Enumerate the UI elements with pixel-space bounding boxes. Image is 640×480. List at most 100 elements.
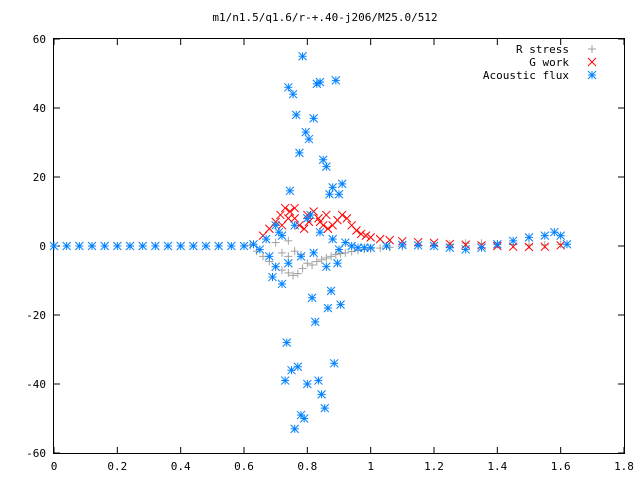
data-point: [49, 241, 59, 251]
data-point: [304, 134, 314, 144]
data-point: [277, 279, 287, 289]
data-point: [334, 189, 344, 199]
data-point: [214, 241, 224, 251]
data-point: [296, 251, 306, 261]
data-point: [397, 240, 407, 250]
data-point: [325, 189, 334, 199]
x-tick-label: 1: [367, 460, 374, 473]
data-point: [366, 233, 376, 242]
x-tick-label: 1.4: [487, 460, 507, 473]
data-point: [317, 255, 326, 264]
data-point: [288, 89, 298, 99]
x-tick-label: 1.6: [551, 460, 571, 473]
data-point: [376, 244, 385, 253]
data-point: [445, 243, 455, 253]
data-point: [271, 238, 280, 247]
data-point: [331, 76, 341, 85]
series-layer: [49, 51, 572, 434]
data-point: [413, 240, 423, 250]
data-point: [352, 226, 361, 235]
data-point: [293, 362, 303, 372]
data-point: [282, 338, 292, 347]
data-point: [295, 148, 304, 158]
data-point: [291, 110, 301, 120]
data-point: [336, 300, 345, 310]
data-point: [276, 210, 285, 220]
x-tick-label: 0.2: [107, 460, 127, 473]
chart-title: m1/n1.5/q1.6/r-+.40-j206/M25.0/512: [212, 11, 437, 24]
data-point: [315, 227, 325, 237]
data-point: [285, 207, 295, 216]
x-tick-label: 0: [51, 460, 58, 473]
data-point: [302, 214, 312, 223]
data-point: [337, 179, 347, 189]
legend-label: G work: [529, 56, 569, 69]
data-point: [327, 252, 336, 261]
axes-layer: 0 0.2 0.4 0.6 0.8 1 1.2 1.4 1.6 1.8 -60 -40 -20 0 20 40…: [26, 33, 634, 473]
data-point: [562, 239, 572, 249]
data-point: [293, 269, 302, 278]
data-point: [333, 258, 342, 268]
y-tick-label: 0: [39, 240, 46, 253]
data-point: [337, 210, 347, 220]
data-point: [303, 259, 312, 268]
data-point: [125, 241, 135, 251]
y-tick-label: 60: [33, 33, 46, 46]
data-point: [299, 414, 309, 423]
data-point: [301, 127, 311, 137]
data-point: [289, 271, 298, 280]
data-point: [285, 186, 295, 196]
data-point: [74, 241, 84, 251]
data-point: [290, 424, 300, 434]
data-point: [138, 241, 148, 251]
data-point: [277, 231, 287, 241]
data-point: [249, 239, 258, 249]
data-point: [540, 231, 550, 241]
data-point: [264, 251, 274, 261]
data-point: [508, 236, 518, 246]
x-tick-label: 0.6: [234, 460, 254, 473]
data-point: [322, 254, 331, 263]
data-point: [290, 220, 300, 230]
data-point: [284, 236, 293, 245]
data-point: [278, 248, 286, 257]
data-point: [280, 203, 290, 213]
data-point: [314, 376, 323, 385]
data-point: [176, 241, 186, 251]
x-tick-label: 0.8: [297, 460, 317, 473]
data-point: [318, 155, 328, 165]
data-point: [201, 241, 211, 251]
data-point: [298, 264, 307, 273]
data-point: [366, 243, 376, 253]
x-tick-label: 1.8: [614, 460, 634, 473]
data-point: [321, 210, 331, 220]
data-point: [283, 82, 293, 92]
data-point: [323, 303, 333, 313]
data-point: [163, 241, 173, 251]
series-2: [49, 51, 572, 434]
data-point: [150, 241, 160, 251]
y-tick-label: 20: [33, 171, 46, 184]
legend-marker: [587, 70, 597, 80]
data-point: [309, 248, 319, 258]
data-point: [315, 77, 325, 87]
data-point: [252, 247, 261, 256]
data-point: [540, 242, 550, 252]
data-point: [239, 241, 249, 251]
data-point: [308, 260, 317, 269]
data-point: [310, 317, 320, 327]
data-point: [321, 162, 331, 172]
data-point: [347, 241, 357, 251]
data-point: [100, 241, 110, 251]
data-point: [299, 224, 309, 234]
series-1: [258, 203, 566, 252]
data-point: [328, 234, 338, 244]
x-tick-label: 1.2: [424, 460, 444, 473]
data-point: [271, 262, 281, 272]
data-point: [226, 241, 236, 251]
data-point: [309, 113, 319, 123]
data-point: [524, 242, 534, 252]
x-tick-label: 0.4: [171, 460, 191, 473]
data-point: [321, 262, 331, 272]
